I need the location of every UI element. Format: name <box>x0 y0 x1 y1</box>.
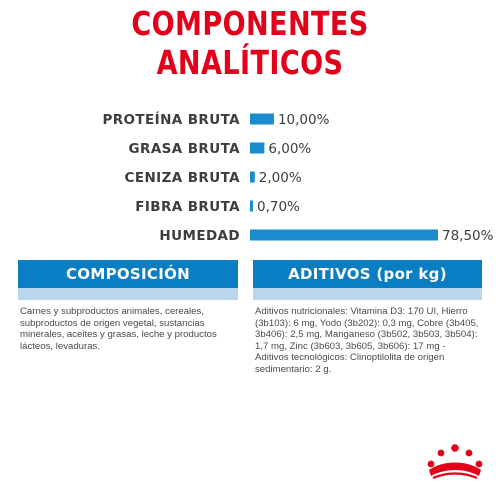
composicion-strip <box>18 288 238 300</box>
composicion-text: Carnes y subproductos animales, cereales… <box>20 306 217 352</box>
bar-value-label: 6,00% <box>268 141 311 157</box>
aditivos-text: Aditivos nutricionales: Vitamina D3: 170… <box>255 306 479 375</box>
bar <box>250 113 274 125</box>
bar-label: GRASA BRUTA <box>129 141 241 157</box>
bar-value-label: 78,50% <box>442 228 494 244</box>
bar <box>250 229 438 241</box>
bar-label: HUMEDAD <box>159 228 240 244</box>
aditivos-strip <box>253 288 482 300</box>
bar-value-label: 0,70% <box>257 199 300 215</box>
bar-label: CENIZA BRUTA <box>125 170 241 186</box>
bar <box>250 171 255 183</box>
aditivos-heading: ADITIVOS (por kg) <box>253 260 482 288</box>
page-title: COMPONENTES ANALÍTICOS <box>131 4 369 82</box>
bar-value-label: 10,00% <box>278 112 330 128</box>
bar-value-label: 2,00% <box>259 170 302 186</box>
bar <box>250 142 265 154</box>
analytics-bar-chart: PROTEÍNA BRUTA 10,00% GRASA BRUTA 6,00% CENI… <box>102 111 494 244</box>
royal-canin-crown-icon <box>427 444 483 480</box>
bar-label: FIBRA BRUTA <box>135 199 240 215</box>
bar-label: PROTEÍNA BRUTA <box>102 111 240 128</box>
composicion-heading: COMPOSICIÓN <box>18 260 238 288</box>
composicion-panel: COMPOSICIÓN Carnes y subproductos animal… <box>18 260 238 352</box>
aditivos-panel: ADITIVOS (por kg) Aditivos nutricionales… <box>253 260 482 375</box>
bar <box>250 200 253 212</box>
